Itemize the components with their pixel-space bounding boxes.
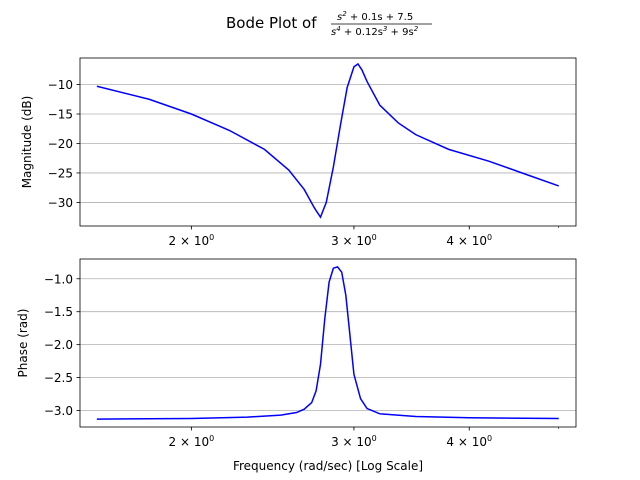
magnitude-ytick-label: −25 <box>48 166 73 180</box>
magnitude-series-line <box>96 62 559 219</box>
figure-title: Bode Plot of s2 + 0.1s + 7.5 s4 + 0.12s3… <box>226 10 432 38</box>
frequency-xlabel: Frequency (rad/sec) [Log Scale] <box>233 459 423 473</box>
phase-xtick-label: 4 × 100 <box>446 434 492 449</box>
magnitude-xtick-label: 3 × 100 <box>331 233 377 248</box>
phase-axes-frame <box>79 258 577 428</box>
magnitude-ytick-label: −10 <box>48 78 73 92</box>
magnitude-panel: −10 −15 −20 −25 −30 2 × 100 3 × 100 4 × 100 <box>48 57 577 248</box>
title-denominator: s4 + 0.12s3 + 9s2 <box>331 25 419 38</box>
magnitude-ytick-label: −20 <box>48 137 73 151</box>
title-numerator: s2 + 0.1s + 7.5 <box>337 10 413 23</box>
phase-xtick-label: 3 × 100 <box>331 434 377 449</box>
phase-ylabel: Phase (rad) <box>16 309 30 378</box>
phase-ytick-label: −1.0 <box>44 272 73 286</box>
phase-ytick-label: −3.0 <box>44 404 73 418</box>
phase-panel: −1.0 −1.5 −2.0 −2.5 −3.0 2 × 100 3 × 100 4 × 10… <box>44 258 577 449</box>
magnitude-xtick-label: 2 × 100 <box>169 233 215 248</box>
magnitude-xtick-label: 4 × 100 <box>446 233 492 248</box>
phase-xtick-label: 2 × 100 <box>169 434 215 449</box>
phase-ytick-label: −1.5 <box>44 305 73 319</box>
phase-series-line <box>96 266 559 420</box>
magnitude-axes-frame <box>79 57 577 227</box>
phase-ytick-label: −2.0 <box>44 338 73 352</box>
title-fraction: s2 + 0.1s + 7.5 s4 + 0.12s3 + 9s2 <box>331 10 432 38</box>
magnitude-ylabel: Magnitude (dB) <box>20 96 34 189</box>
magnitude-ytick-label: −15 <box>48 108 73 122</box>
magnitude-ytick-label: −30 <box>48 196 73 210</box>
phase-ytick-label: −2.5 <box>44 371 73 385</box>
title-prefix: Bode Plot of <box>226 14 317 32</box>
